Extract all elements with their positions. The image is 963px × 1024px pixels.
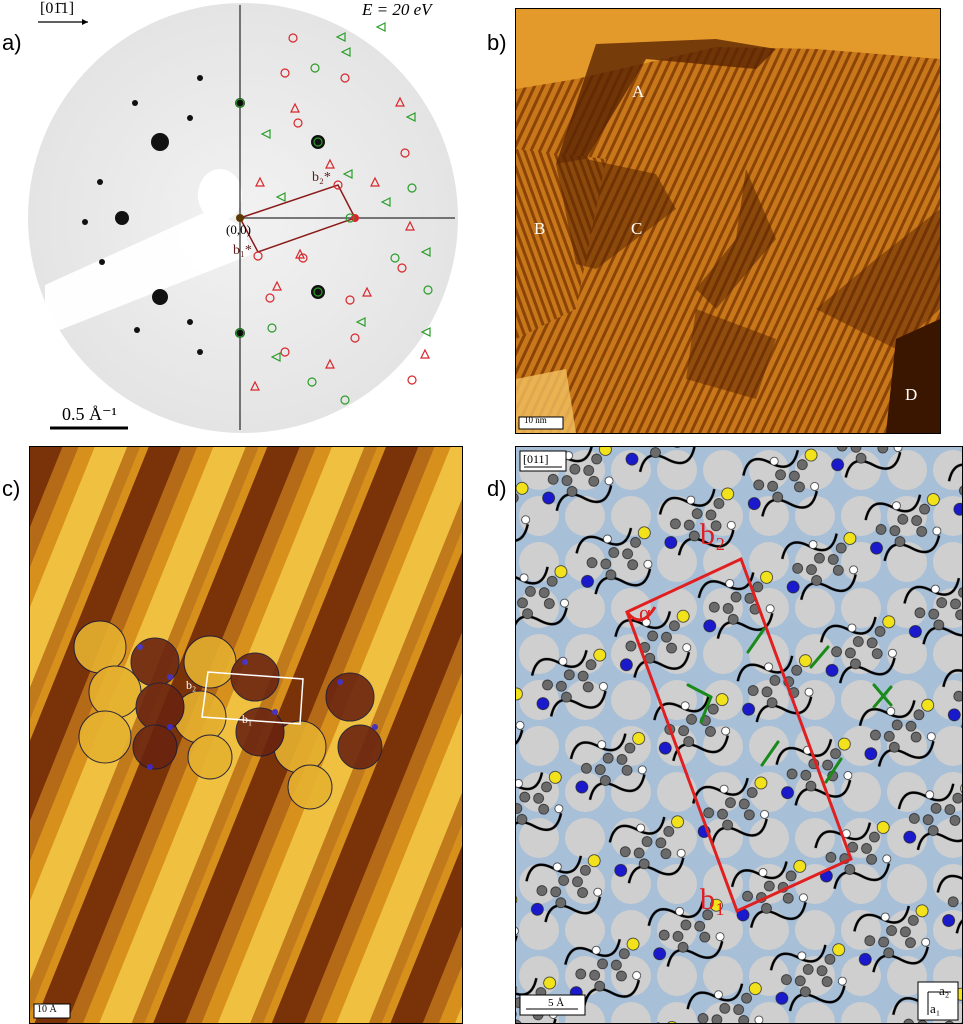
hydrogen-bonds <box>686 627 893 784</box>
stm-b-scale-label: 10 nm <box>524 415 547 425</box>
cell-c <box>201 671 304 725</box>
domain-label-b: B <box>534 219 546 238</box>
domain-red-markers <box>250 33 430 391</box>
leed-origin-label: (0,0) <box>226 222 251 237</box>
domain-boundary <box>556 39 776 164</box>
stm-c-b1-label: b₁ <box>242 712 253 726</box>
panel-b-label: b) <box>487 30 507 55</box>
domain-green-markers <box>235 22 433 405</box>
leed-pattern <box>28 3 458 433</box>
model-alpha-label: α <box>639 600 651 625</box>
stm-c-scale-label: 10 Å <box>37 1004 57 1015</box>
molecule-overlay <box>73 620 383 810</box>
model-b1-label: b₁ <box>700 883 726 916</box>
stm-c-b2-label: b₂ <box>186 678 197 692</box>
panel-a-label: a) <box>2 30 22 55</box>
panel-d-label: d) <box>487 476 507 501</box>
unit-cell-d <box>625 556 853 914</box>
stm-overview-image <box>515 8 941 434</box>
model-axis-a2: a₂ <box>939 983 950 998</box>
leed-direction: [01̄1] <box>40 0 75 17</box>
panel-c-label: c) <box>2 476 21 501</box>
leed-energy: E = 20 eV <box>362 0 432 19</box>
model-direction: [011] <box>523 452 549 466</box>
domain-label-d: D <box>905 385 918 404</box>
model-axis-a1: a₁ <box>930 1001 941 1016</box>
stm-closeup-image <box>29 446 463 1024</box>
model-scale-label: 5 Å <box>548 997 565 1009</box>
structure-model <box>515 446 963 1024</box>
model-b2-label: b₂ <box>700 518 726 551</box>
domain-label-a: A <box>632 82 645 101</box>
leed-b1-label: b₁* <box>233 243 252 258</box>
leed-scale-label: 0.5 Å⁻¹ <box>62 404 117 424</box>
leed-b2-label: b₂* <box>312 170 331 185</box>
leed-spots <box>82 75 325 355</box>
domain-label-c: C <box>631 219 643 238</box>
electron-gun-shadow <box>45 210 250 330</box>
